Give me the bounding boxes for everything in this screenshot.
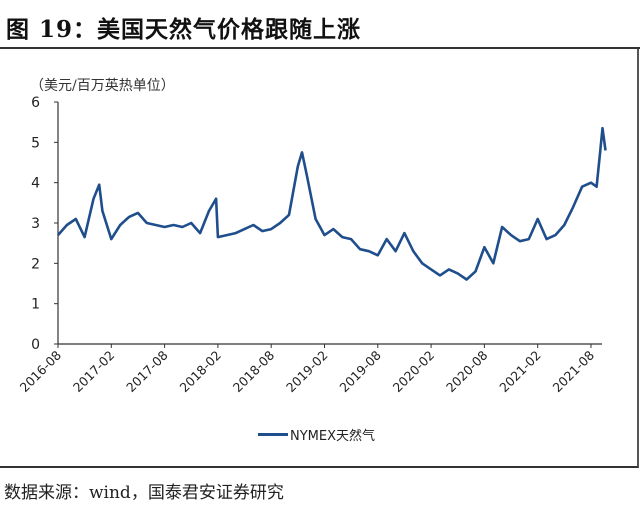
legend-label: NYMEX天然气 xyxy=(290,429,376,444)
y-tick-label: 5 xyxy=(31,135,40,151)
x-tick-label: 2020-08 xyxy=(443,347,491,395)
series-line xyxy=(57,126,607,281)
x-tick-label: 2017-02 xyxy=(70,348,118,396)
source-note: 数据来源：wind，国泰君安证券研究 xyxy=(4,483,284,503)
chart-frame xyxy=(0,49,639,468)
y-tick-label: 6 xyxy=(31,95,40,111)
x-tick-label: 2016-08 xyxy=(17,347,65,395)
y-tick-label: 4 xyxy=(31,176,40,192)
x-tick-label: 2018-02 xyxy=(176,348,224,396)
x-tick-label: 2021-08 xyxy=(550,347,598,395)
x-tick-label: 2021-02 xyxy=(496,348,544,396)
y-axis-unit-label: （美元/百万英热单位） xyxy=(30,78,175,94)
y-tick-label: 2 xyxy=(31,256,40,272)
y-tick-label: 1 xyxy=(31,297,40,313)
legend-swatch xyxy=(258,433,288,436)
figure-title: 图 19：美国天然气价格跟随上涨 xyxy=(6,16,362,43)
x-tick-label: 2018-08 xyxy=(230,347,278,395)
x-tick-label: 2020-02 xyxy=(390,348,438,396)
y-tick-label: 0 xyxy=(31,337,40,353)
legend: NYMEX天然气 xyxy=(258,425,375,444)
title-divider xyxy=(0,47,640,49)
y-tick-label: 3 xyxy=(31,216,40,232)
x-tick-label: 2017-08 xyxy=(123,347,171,395)
x-tick-label: 2019-02 xyxy=(283,348,331,396)
x-tick-label: 2019-08 xyxy=(336,347,384,395)
